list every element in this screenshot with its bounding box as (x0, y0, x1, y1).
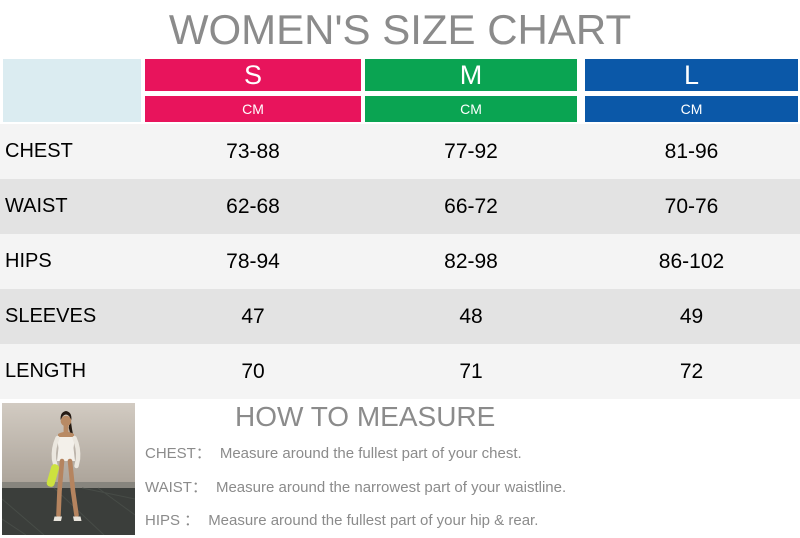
table-row-sleeves: SLEEVES 47 48 49 (0, 289, 800, 344)
unit-header-s: CM (145, 96, 361, 122)
how-to-measure-title: HOW TO MEASURE (235, 401, 496, 432)
model-photo (2, 403, 135, 535)
measure-instruction-chest: CHEST： Measure around the fullest part of… (145, 442, 522, 463)
instruction-label-waist: WAIST： (145, 479, 207, 496)
model-figure (46, 411, 82, 521)
cell-chest-s: 73-88 (226, 139, 280, 163)
unit-header-l: CM (585, 96, 798, 122)
cell-chest-m: 77-92 (444, 139, 498, 163)
size-header-m: M (365, 59, 577, 91)
cell-sleeves-s: 47 (241, 304, 265, 328)
table-row-hips: HIPS 78-94 82-98 86-102 (0, 234, 800, 289)
instruction-text-hips: Measure around the fullest part of your … (208, 512, 539, 529)
cell-waist-s: 62-68 (226, 194, 280, 218)
row-label-chest: CHEST (5, 140, 73, 162)
cell-length-s: 70 (241, 359, 265, 383)
cell-waist-m: 66-72 (444, 194, 498, 218)
measure-instruction-waist: WAIST： Measure around the narrowest part … (145, 476, 566, 497)
row-label-length: LENGTH (5, 360, 87, 382)
measure-instruction-hips: HIPS ： Measure around the fullest part of… (145, 509, 538, 530)
cell-sleeves-l: 49 (679, 304, 704, 328)
cell-chest-l: 81-96 (664, 139, 719, 163)
row-label-hips: HIPS (5, 250, 52, 272)
cell-hips-m: 82-98 (444, 249, 498, 273)
cell-waist-l: 70-76 (664, 194, 719, 218)
cell-length-l: 72 (679, 359, 704, 383)
cell-length-m: 71 (459, 359, 483, 383)
instruction-text-waist: Measure around the narrowest part of you… (215, 479, 567, 496)
table-row-length: LENGTH 70 71 72 (0, 344, 800, 399)
size-header-l: L (585, 59, 798, 91)
table-corner-cell (3, 59, 141, 122)
unit-header-m: CM (365, 96, 577, 122)
cell-hips-l: 86-102 (658, 249, 725, 273)
instruction-label-hips: HIPS ： (145, 512, 200, 529)
size-header-s: S (145, 59, 361, 91)
instruction-label-chest: CHEST： (145, 445, 211, 462)
table-row-chest: CHEST 73-88 77-92 81-96 (0, 124, 800, 179)
page-title: WOMEN'S SIZE CHART (168, 6, 632, 53)
cell-hips-s: 78-94 (226, 249, 280, 273)
row-label-sleeves: SLEEVES (5, 305, 97, 327)
row-label-waist: WAIST (5, 195, 68, 217)
instruction-text-chest: Measure around the fullest part of your … (219, 445, 522, 462)
cell-sleeves-m: 48 (459, 304, 483, 328)
table-row-waist: WAIST 62-68 66-72 70-76 (0, 179, 800, 234)
